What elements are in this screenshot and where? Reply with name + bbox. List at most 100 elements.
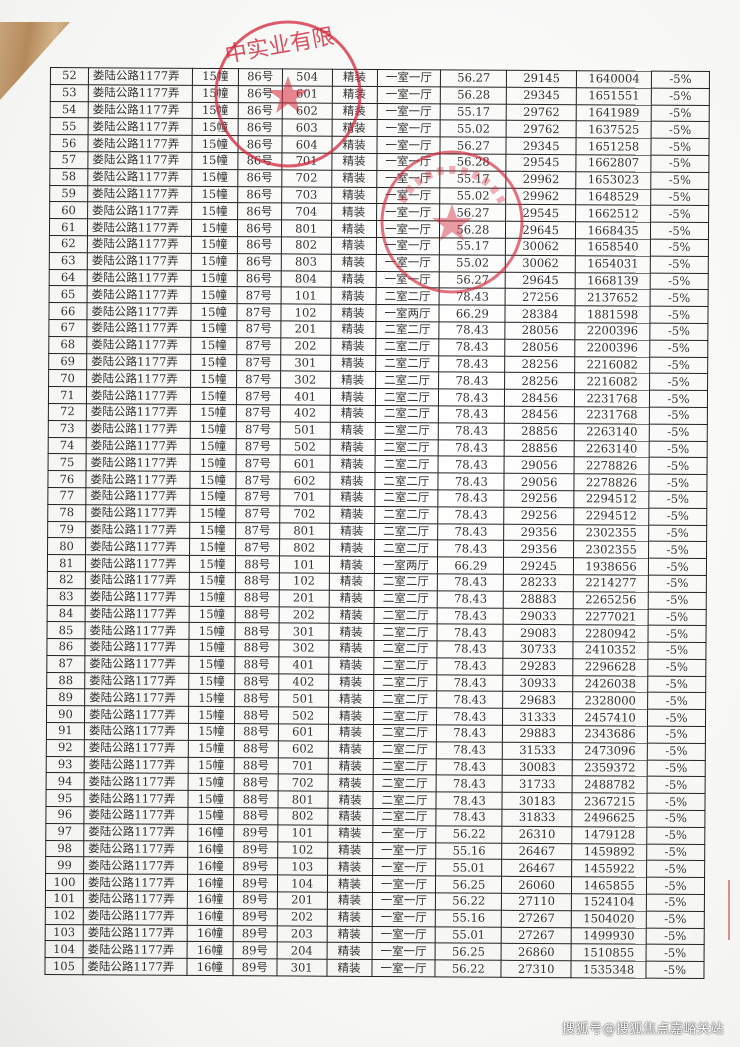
- layout-cell: 二室二厅: [374, 523, 439, 541]
- room-number-cell: 201: [277, 891, 328, 910]
- finish-cell: 精装: [331, 86, 377, 104]
- building-cell: 15幢: [188, 656, 235, 674]
- discount-cell: -5%: [650, 289, 709, 307]
- building-cell: 15幢: [190, 337, 237, 355]
- row-number-cell: 89: [46, 688, 85, 707]
- unit-price-cell: 29245: [503, 557, 574, 575]
- total-price-cell: 1641989: [576, 104, 652, 122]
- unit-number-cell: 87号: [236, 387, 281, 405]
- address-cell: 娄陆公路1177弄: [85, 504, 190, 522]
- finish-cell: 精装: [331, 119, 377, 137]
- address-cell: 娄陆公路1177弄: [86, 319, 191, 338]
- unit-price-cell: 30062: [505, 255, 576, 273]
- area-cell: 78.43: [439, 288, 506, 306]
- total-price-cell: 2277021: [573, 608, 649, 626]
- building-cell: 15幢: [189, 572, 236, 590]
- table-body: 52 娄陆公路1177弄 15幢 86号 504 精装 一室一厅 56.27 29145 1640…: [44, 67, 710, 979]
- row-number-cell: 95: [45, 789, 85, 807]
- row-number-cell: 105: [44, 957, 83, 975]
- building-cell: 15幢: [190, 370, 237, 388]
- discount-cell: -5%: [646, 827, 705, 845]
- area-cell: 56.25: [435, 943, 502, 961]
- building-cell: 15幢: [191, 185, 238, 204]
- finish-cell: 精装: [330, 270, 376, 288]
- finish-cell: 精装: [327, 841, 373, 859]
- row-number-cell: 84: [47, 604, 86, 623]
- finish-cell: 精装: [330, 321, 376, 339]
- unit-number-cell: 87号: [236, 370, 281, 389]
- room-number-cell: 102: [277, 841, 328, 859]
- address-cell: 娄陆公路1177弄: [84, 756, 189, 774]
- discount-cell: -5%: [648, 541, 707, 559]
- discount-cell: -5%: [647, 743, 706, 761]
- area-cell: 55.01: [435, 926, 502, 944]
- finish-cell: 精装: [329, 421, 375, 440]
- unit-price-cell: 27267: [501, 926, 572, 945]
- unit-price-cell: 30733: [503, 641, 574, 659]
- unit-price-cell: 29345: [506, 137, 577, 155]
- unit-price-cell: 28056: [505, 339, 576, 357]
- area-cell: 55.02: [439, 254, 506, 272]
- layout-cell: 一室一厅: [375, 254, 440, 272]
- watermark: 搜狐号@搜狐焦点嘉峪关站: [561, 1022, 724, 1037]
- room-number-cell: 601: [278, 723, 329, 742]
- finish-cell: 精装: [327, 791, 373, 809]
- layout-cell: 一室一厅: [376, 170, 441, 188]
- address-cell: 娄陆公路1177弄: [85, 521, 190, 539]
- room-number-cell: 602: [279, 472, 330, 490]
- building-cell: 15幢: [191, 269, 238, 288]
- room-number-cell: 202: [278, 606, 329, 624]
- row-number-cell: 94: [46, 772, 85, 790]
- address-cell: 娄陆公路1177弄: [83, 823, 188, 842]
- building-cell: 15幢: [189, 538, 236, 556]
- unit-number-cell: 89号: [233, 841, 278, 859]
- address-cell: 娄陆公路1177弄: [87, 185, 192, 203]
- building-cell: 15幢: [191, 169, 238, 187]
- row-number-cell: 90: [46, 705, 85, 723]
- discount-cell: -5%: [649, 440, 708, 458]
- unit-number-cell: 87号: [236, 421, 281, 439]
- total-price-cell: 1662512: [575, 205, 651, 223]
- total-price-cell: 1535348: [571, 960, 647, 979]
- row-number-cell: 104: [45, 940, 84, 958]
- discount-cell: -5%: [649, 339, 708, 358]
- unit-price-cell: 29256: [504, 507, 574, 525]
- building-cell: 15幢: [191, 253, 238, 271]
- building-cell: 15幢: [191, 152, 238, 170]
- address-cell: 娄陆公路1177弄: [83, 924, 188, 942]
- unit-number-cell: 87号: [236, 303, 281, 321]
- total-price-cell: 2137652: [575, 289, 651, 307]
- room-number-cell: 401: [278, 656, 329, 674]
- room-number-cell: 801: [277, 791, 328, 809]
- finish-cell: 精装: [331, 69, 378, 87]
- building-cell: 15幢: [188, 673, 235, 691]
- finish-cell: 精装: [327, 808, 373, 826]
- layout-cell: 一室一厅: [376, 203, 441, 222]
- building-cell: 16幢: [187, 857, 234, 875]
- room-number-cell: 704: [281, 203, 332, 221]
- layout-cell: 二室二厅: [373, 623, 438, 641]
- room-number-cell: 801: [279, 522, 330, 540]
- finish-cell: 精装: [330, 237, 376, 255]
- unit-number-cell: 87号: [235, 488, 280, 506]
- finish-cell: 精装: [328, 606, 374, 624]
- unit-number-cell: 88号: [234, 706, 279, 724]
- address-cell: 娄陆公路1177弄: [85, 538, 190, 556]
- unit-price-cell: 28883: [503, 590, 574, 609]
- layout-cell: 二室二厅: [373, 707, 438, 725]
- building-cell: 15幢: [187, 773, 234, 791]
- unit-number-cell: 86号: [237, 119, 282, 137]
- unit-price-cell: 26467: [501, 859, 572, 877]
- building-cell: 15幢: [191, 219, 238, 237]
- area-cell: 56.28: [439, 221, 506, 239]
- area-cell: 78.43: [437, 674, 504, 692]
- row-number-cell: 61: [49, 218, 88, 236]
- unit-number-cell: 88号: [234, 606, 279, 624]
- room-number-cell: 401: [280, 388, 331, 406]
- finish-cell: 精装: [331, 220, 377, 238]
- row-number-cell: 76: [47, 470, 86, 488]
- row-number-cell: 88: [46, 672, 85, 690]
- building-cell: 15幢: [189, 471, 236, 489]
- room-number-cell: 501: [279, 421, 330, 439]
